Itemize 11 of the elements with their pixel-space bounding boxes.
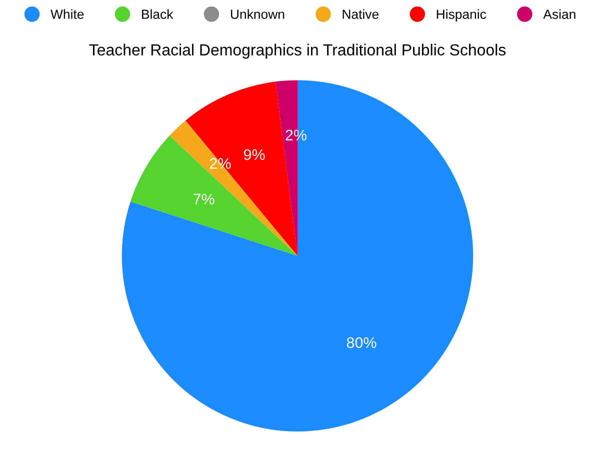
legend-label: Asian [543,9,576,19]
data-label: 7% [194,194,214,204]
data-label: 9% [244,149,265,160]
text: Teacher Racial Demographics in Traditional Public Schools [89,44,506,59]
legend-label: Black [142,9,174,19]
data-label: 80% [346,337,376,348]
legend-label: Native [342,9,379,19]
legend-label: Hispanic [436,9,486,22]
legend-label: White [50,9,84,19]
pie-slice [122,80,474,432]
legend-label: Unknown [230,9,284,19]
